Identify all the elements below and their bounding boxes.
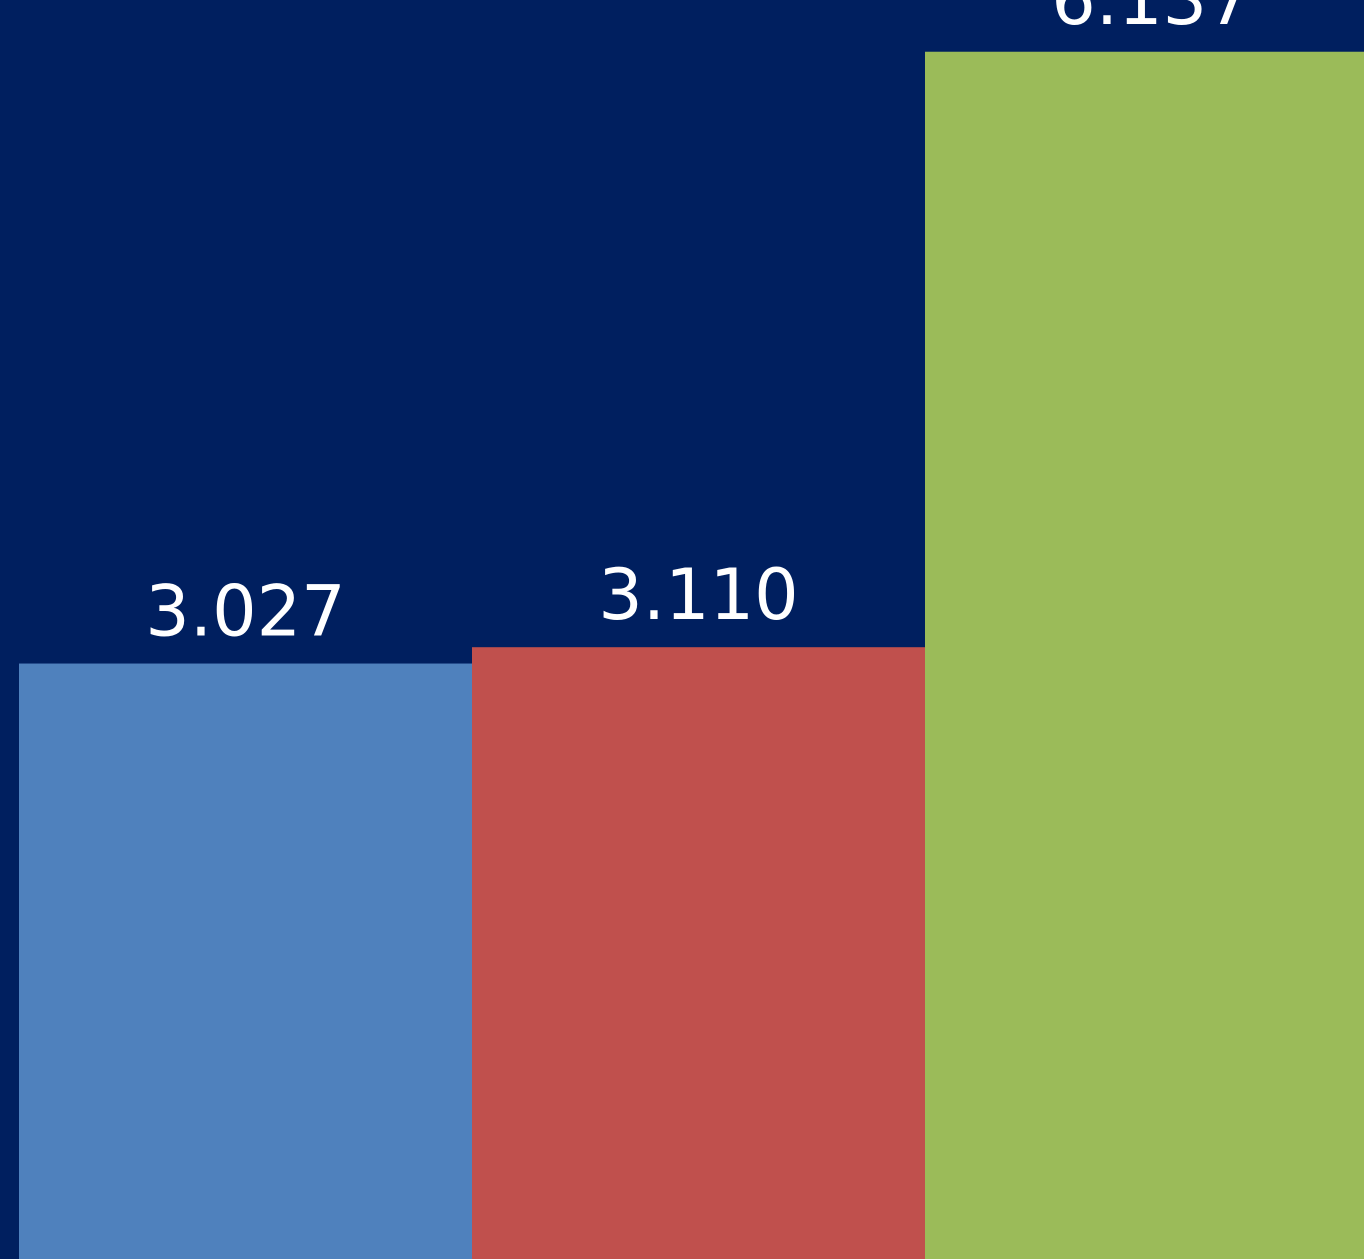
bar-3 — [925, 51, 1364, 1259]
bars-layer — [19, 51, 1364, 1259]
data-label-1: 3.027 — [145, 571, 345, 653]
bar-1 — [19, 663, 472, 1259]
data-labels-layer: 3.027 3.110 6.137 — [145, 0, 1251, 653]
data-label-2: 3.110 — [598, 554, 798, 636]
bar-2 — [472, 647, 925, 1259]
data-label-3: 6.137 — [1051, 0, 1251, 41]
